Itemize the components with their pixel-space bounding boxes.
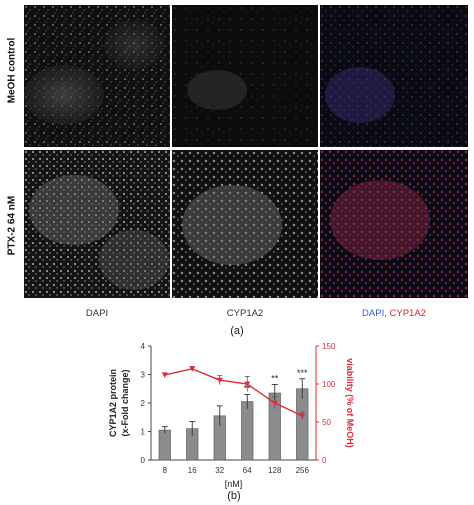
right-tick-label: 0 <box>322 456 327 465</box>
viability-point <box>244 381 251 387</box>
viability-point <box>216 377 223 384</box>
viability-point <box>189 366 196 372</box>
right-tick-label: 50 <box>322 418 331 427</box>
left-axis-label-line1: CYP1A2 protein <box>108 369 118 437</box>
micrograph-merge-ptx2-image <box>320 150 468 298</box>
micrograph-cyp1a2-control-image <box>172 5 318 147</box>
merge-label-cyp: CYP1A2 <box>389 308 426 319</box>
panel-b-caption: (b) <box>227 490 241 502</box>
x-tick-label: 128 <box>268 466 282 475</box>
viability-point <box>271 400 278 406</box>
micrograph-cyp1a2-control <box>172 5 318 147</box>
bar <box>296 388 309 461</box>
column-label-cyp1a2: CYP1A2 <box>226 308 264 319</box>
micrograph-dapi-control <box>24 5 170 147</box>
x-tick-label: 32 <box>215 466 224 475</box>
left-tick-label: 0 <box>141 456 146 465</box>
merge-label-dapi: DAPI <box>362 308 385 319</box>
left-tick-label: 3 <box>141 371 146 380</box>
x-tick-label: 8 <box>163 466 168 475</box>
bar <box>158 429 171 461</box>
column-label-merge: DAPI, CYP1A2 <box>320 308 468 319</box>
right-tick-label: 100 <box>322 380 336 389</box>
x-tick-label: 16 <box>188 466 197 475</box>
x-tick-label: 256 <box>296 466 310 475</box>
left-tick-label: 1 <box>141 428 146 437</box>
micrograph-merge-ptx2 <box>320 150 468 298</box>
left-tick-label: 2 <box>141 399 146 408</box>
left-axis-label-line2: (x-Fold change) <box>120 369 130 436</box>
micrograph-cyp1a2-ptx2 <box>172 150 318 298</box>
column-label-dapi: DAPI <box>85 308 109 319</box>
viability-point <box>161 372 168 378</box>
viability-point <box>299 413 306 419</box>
x-axis-label: [nM] <box>225 479 243 489</box>
significance-label: *** <box>297 368 308 378</box>
significance-label: ** <box>271 373 279 383</box>
micrograph-merge-control <box>320 5 468 147</box>
merge-label-sep: , <box>384 308 390 319</box>
bar <box>241 401 254 461</box>
right-tick-label: 150 <box>322 342 336 351</box>
micrograph-dapi-control-image <box>24 5 170 147</box>
micrograph-merge-control-image <box>320 5 468 147</box>
x-tick-label: 64 <box>243 466 252 475</box>
micrograph-cyp1a2-ptx2-image <box>172 150 318 298</box>
left-tick-label: 4 <box>141 342 146 351</box>
micrograph-dapi-ptx2-image <box>24 150 170 298</box>
viability-line <box>164 368 303 417</box>
right-axis-label: viability (% of MeOH) <box>345 358 355 448</box>
micrograph-dapi-ptx2 <box>24 150 170 298</box>
panel-a-caption: (a) <box>230 325 244 337</box>
